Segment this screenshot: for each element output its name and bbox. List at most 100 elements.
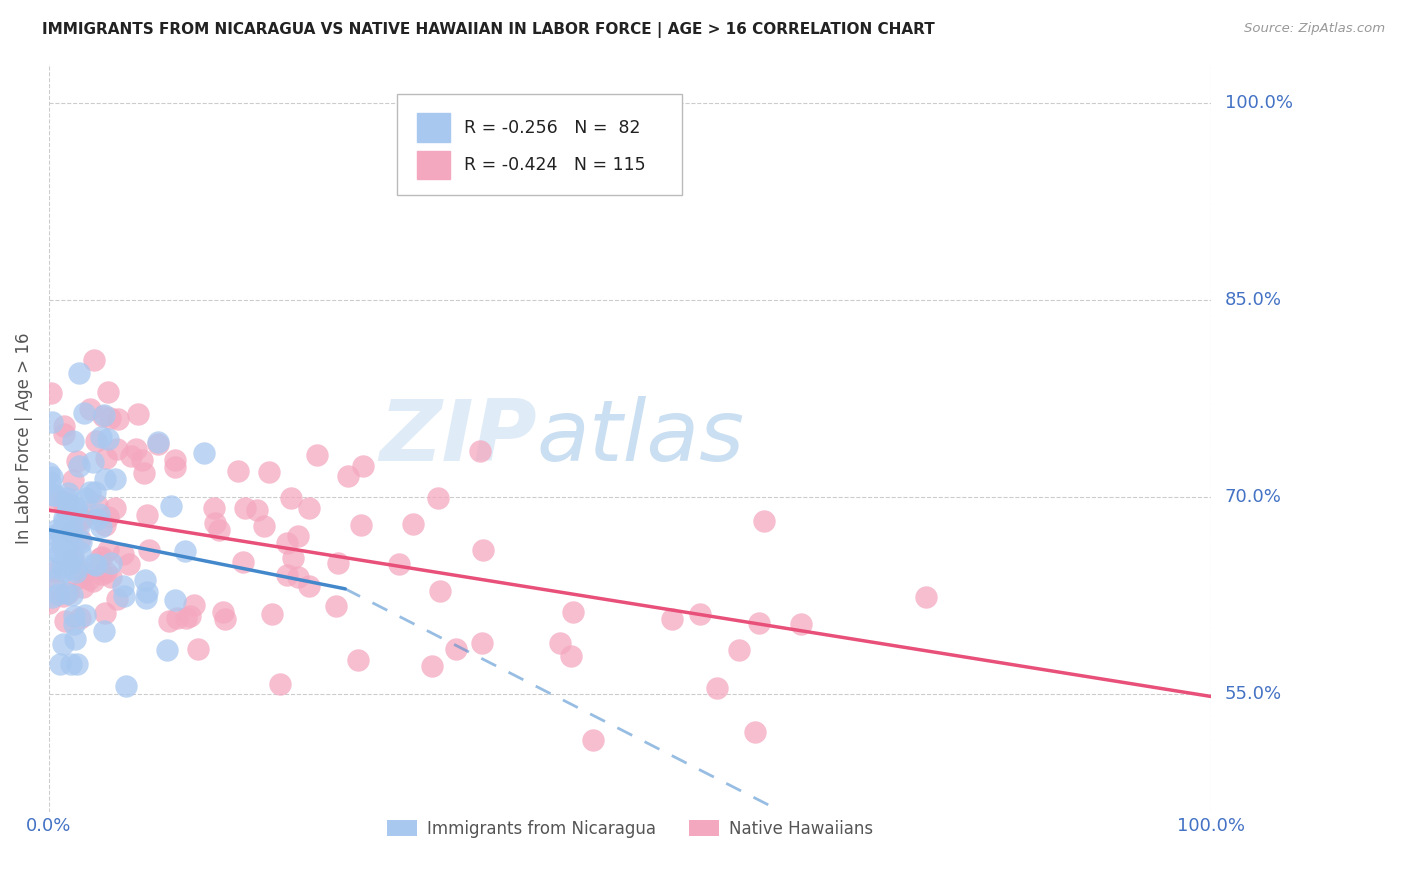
Point [44, 488, 66, 502]
Point [70, 511, 93, 525]
Point [468, 444, 491, 458]
Point [347, 652, 370, 666]
Point [104, 472, 127, 486]
Text: 100.0%: 100.0% [1225, 95, 1292, 112]
Point [94, 518, 117, 533]
Point [93, 408, 115, 422]
Point [246, 503, 269, 517]
Point [100, 556, 122, 570]
Point [252, 519, 274, 533]
Point [53, 546, 76, 560]
Point [165, 460, 187, 475]
Point [752, 514, 775, 528]
Point [63, 562, 86, 576]
Point [84, 485, 107, 500]
Point [69, 532, 91, 546]
Point [79, 485, 101, 500]
Point [91, 567, 114, 582]
Point [39, 494, 62, 508]
Point [48, 546, 70, 560]
Point [44, 528, 66, 542]
Point [52, 540, 75, 554]
Point [112, 590, 135, 604]
Point [59, 657, 82, 671]
Point [472, 543, 495, 558]
Point [211, 606, 233, 620]
Text: IMMIGRANTS FROM NICARAGUA VS NATIVE HAWAIIAN IN LABOR FORCE | AGE > 16 CORRELATI: IMMIGRANTS FROM NICARAGUA VS NATIVE HAWA… [42, 22, 935, 38]
Point [60, 556, 83, 570]
Text: atlas: atlas [537, 396, 745, 480]
Point [62, 551, 84, 566]
Point [179, 609, 201, 624]
Point [53, 515, 76, 529]
Point [226, 464, 249, 478]
Point [91, 409, 114, 423]
Point [100, 570, 122, 584]
Point [66, 505, 89, 519]
Point [111, 579, 134, 593]
Point [86, 512, 108, 526]
Point [62, 434, 84, 449]
Point [235, 500, 257, 515]
FancyBboxPatch shape [398, 94, 682, 195]
Point [93, 606, 115, 620]
Point [73, 565, 96, 579]
Point [89, 550, 111, 565]
Point [420, 659, 443, 673]
Point [59, 525, 82, 540]
Point [560, 648, 582, 663]
Point [39, 475, 62, 489]
Point [59, 533, 82, 547]
Point [84, 558, 107, 573]
Point [52, 427, 75, 442]
Point [118, 557, 141, 571]
Point [94, 450, 117, 465]
Point [105, 592, 128, 607]
Point [160, 499, 183, 513]
Point [174, 544, 197, 558]
Point [114, 679, 136, 693]
Point [69, 610, 91, 624]
Point [53, 497, 76, 511]
Point [471, 635, 494, 649]
Point [257, 465, 280, 479]
Point [97, 432, 120, 446]
Point [65, 566, 87, 580]
Point [748, 615, 770, 630]
Text: ZIP: ZIP [380, 396, 537, 480]
Point [75, 607, 97, 622]
Point [298, 579, 321, 593]
Point [86, 498, 108, 512]
Point [46, 587, 69, 601]
Point [39, 385, 62, 400]
Point [51, 558, 73, 573]
Point [325, 599, 347, 613]
Point [38, 467, 60, 481]
Point [287, 569, 309, 583]
Point [661, 612, 683, 626]
Point [328, 556, 350, 570]
Point [187, 642, 209, 657]
Point [62, 549, 84, 563]
Point [49, 657, 72, 672]
Point [45, 523, 67, 537]
Bar [418, 151, 450, 179]
Point [56, 499, 79, 513]
Point [305, 449, 328, 463]
Point [66, 571, 89, 585]
Point [93, 624, 115, 638]
Point [287, 529, 309, 543]
Point [350, 518, 373, 533]
Point [146, 434, 169, 449]
Point [42, 488, 65, 502]
Point [281, 551, 304, 566]
Point [82, 455, 104, 469]
Point [58, 497, 80, 511]
Point [83, 557, 105, 571]
Point [156, 643, 179, 657]
Point [298, 501, 321, 516]
Point [45, 564, 67, 578]
Point [135, 585, 157, 599]
Text: R = -0.256   N =  82: R = -0.256 N = 82 [464, 119, 640, 136]
Point [352, 459, 374, 474]
